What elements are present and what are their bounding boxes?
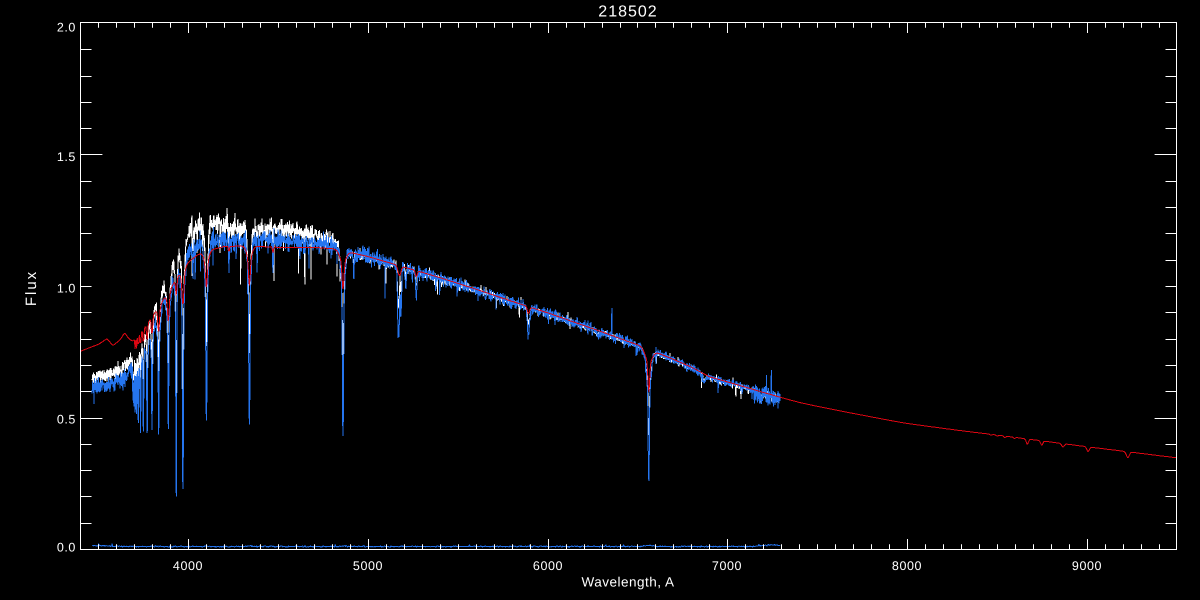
svg-text:8000: 8000 (892, 559, 922, 573)
svg-text:9000: 9000 (1072, 559, 1102, 573)
svg-text:4000: 4000 (173, 559, 203, 573)
svg-text:5000: 5000 (353, 559, 383, 573)
svg-text:1.0: 1.0 (57, 282, 76, 296)
svg-text:6000: 6000 (533, 559, 563, 573)
svg-text:1.5: 1.5 (57, 150, 76, 164)
svg-text:7000: 7000 (712, 559, 742, 573)
svg-text:0.5: 0.5 (57, 413, 76, 427)
svg-text:0.0: 0.0 (57, 541, 76, 555)
svg-text:218502: 218502 (598, 4, 657, 21)
svg-text:Flux: Flux (23, 270, 40, 306)
svg-text:Wavelength, A: Wavelength, A (581, 575, 674, 590)
svg-text:2.0: 2.0 (57, 21, 76, 35)
